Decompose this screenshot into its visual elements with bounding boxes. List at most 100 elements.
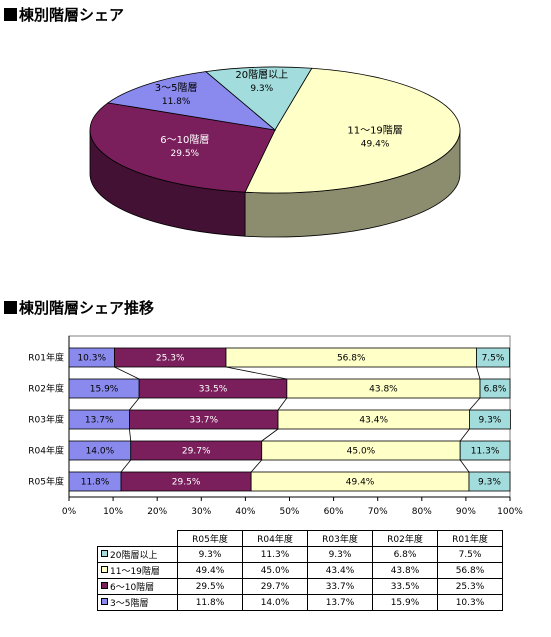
table-column-header: R05年度 [177,530,243,547]
x-tick-label: 80% [412,507,432,517]
table-cell: 49.4% [177,562,243,579]
bar-data-label: 33.7% [189,416,218,426]
table-column-header: R01年度 [437,530,503,547]
series-connector-line [129,397,140,411]
table-row: 11～19階層 49.4% 45.0% 43.4% 43.8% 56.8% [97,562,503,579]
table-row-label: 6～10階層 [97,578,178,595]
table-cell: 33.7% [307,578,373,595]
table-cell: 43.8% [372,562,438,579]
square-bullet-icon [4,8,17,21]
x-tick-label: 40% [235,507,255,517]
series-connector-line [469,397,481,411]
bar-group: 10.3% 25.3% 56.8% 7.5% 15.9% 33.5% 43.8% 6.8% 13… [68,347,511,492]
table-row-label: 11～19階層 [97,562,178,579]
table-row: 3～5階層 11.8% 14.0% 13.7% 15.9% 10.3% [97,594,503,611]
bar-segment [479,378,511,399]
pie-value-label: 9.3% [250,84,273,94]
table-cell: 56.8% [437,562,503,579]
bar-data-label: 11.3% [471,447,500,457]
x-axis-ticks: 0% 10% 20% 30% 40% 50% 60% 70% 80% 90% 100% [62,497,523,517]
bar-segment [469,409,511,430]
series-connector-line [114,366,140,380]
data-table: R05年度 R04年度 R03年度 R02年度 R01年度 20階層以上 9.3%… [97,530,503,611]
x-tick-label: 0% [62,507,77,517]
table-row-label: 3～5階層 [97,594,178,611]
table-cell: 43.4% [307,562,373,579]
pie-value-label: 11.8% [162,97,191,107]
series-connector-line [459,459,470,473]
x-tick-label: 70% [368,507,388,517]
bar-data-label: 49.4% [346,478,375,488]
table-column-header: R03年度 [307,530,373,547]
y-category-label: R04年度 [28,445,64,457]
y-category-label: R01年度 [28,352,64,364]
table-cell: 29.5% [177,578,243,595]
table-row-label-text: 20階層以上 [110,551,158,561]
bar-data-label: 25.3% [156,354,185,364]
bar-data-label: 13.7% [85,416,114,426]
x-tick-label: 10% [103,507,123,517]
series-connector-line [225,366,287,380]
pie-top-group [89,66,461,194]
pie-chart: 20階層以上 9.3% 11～19階層 49.4% 6～10階層 29.5% 3～5階層 11… [89,66,461,238]
bar-segment [476,347,510,368]
series-connector-line [277,397,288,411]
bar-data-label: 9.3% [478,478,501,488]
pie-slice [107,71,277,131]
table-row-label-text: 11～19階層 [110,567,160,577]
series-connector-group [114,366,481,473]
x-tick-label: 60% [324,507,344,517]
table-cell: 10.3% [437,594,503,611]
bar-segment [468,471,511,492]
bar-data-label: 6.8% [484,385,507,395]
y-category-label: R03年度 [28,414,64,426]
table-cell: 29.7% [242,578,308,595]
pie-slice-label: 6～10階層 [160,134,209,146]
legend-swatch-icon [101,582,108,589]
pie-slice [204,66,313,131]
table-corner [97,530,178,547]
bar-section-title: 棟別階層シェア推移 [4,297,154,318]
series-connector-line [476,366,481,380]
y-category-label: R05年度 [28,476,64,488]
table-cell: 11.8% [177,594,243,611]
pie-value-label: 49.4% [361,139,390,149]
bar-data-label: 11.8% [81,478,110,488]
pie-slice-label: 20階層以上 [235,69,288,81]
pie-slice-label: 3～5階層 [155,82,198,94]
pie-slice-label: 11～19階層 [347,124,402,136]
table-cell: 7.5% [437,546,503,563]
table-cell: 45.0% [242,562,308,579]
bar-data-label: 33.5% [199,385,228,395]
table-cell: 15.9% [372,594,438,611]
table-cell: 9.3% [177,546,243,563]
bar-data-label: 15.9% [90,385,119,395]
table-column-header: R04年度 [242,530,308,547]
table-cell: 11.3% [242,546,308,563]
bar-data-label: 43.4% [359,416,388,426]
legend-swatch-icon [101,550,108,557]
bar-title-text: 棟別階層シェア推移 [19,299,155,317]
table-cell: 6.8% [372,546,438,563]
series-connector-line [459,428,470,442]
table-row: 20階層以上 9.3% 11.3% 9.3% 6.8% 7.5% [97,546,503,563]
pie-label-group: 20階層以上 9.3% 11～19階層 49.4% 6～10階層 29.5% 3～5階層 11… [155,69,403,159]
legend-swatch-icon [101,598,108,605]
x-tick-label: 50% [279,507,299,517]
pie-section-title: 棟別階層シェア [4,4,124,25]
x-tick-label: 20% [147,507,167,517]
stacked-bar-chart: 0% 10% 20% 30% 40% 50% 60% 70% 80% 90% 100% 10.3% 25… [28,335,523,517]
table-row: 6～10階層 29.5% 29.7% 33.7% 33.5% 25.3% [97,578,503,595]
table-cell: 13.7% [307,594,373,611]
bar-data-label: 7.5% [482,354,505,364]
table-column-header: R02年度 [372,530,438,547]
table-row-label-text: 3～5階層 [110,599,149,609]
bar-data-label: 43.8% [369,385,398,395]
bar-data-label: 56.8% [337,354,366,364]
series-connector-line [250,459,263,473]
square-bullet-icon [4,301,17,314]
table-cell: 33.5% [372,578,438,595]
series-connector-line [261,428,279,442]
series-connector-line [120,459,132,473]
pie-value-label: 29.5% [171,149,200,159]
